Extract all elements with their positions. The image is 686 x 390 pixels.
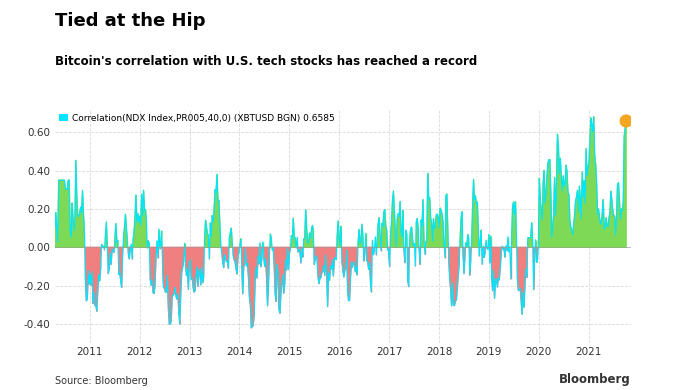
- Text: Source: Bloomberg: Source: Bloomberg: [55, 376, 147, 386]
- Text: Tied at the Hip: Tied at the Hip: [55, 12, 205, 30]
- Point: [621, 118, 632, 124]
- Text: Bloomberg: Bloomberg: [559, 373, 631, 386]
- Text: Bitcoin's correlation with U.S. tech stocks has reached a record: Bitcoin's correlation with U.S. tech sto…: [55, 55, 477, 67]
- Legend: Correlation(NDX Index,PR005,40,0) (XBTUSD BGN) 0.6585: Correlation(NDX Index,PR005,40,0) (XBTUS…: [60, 114, 335, 123]
